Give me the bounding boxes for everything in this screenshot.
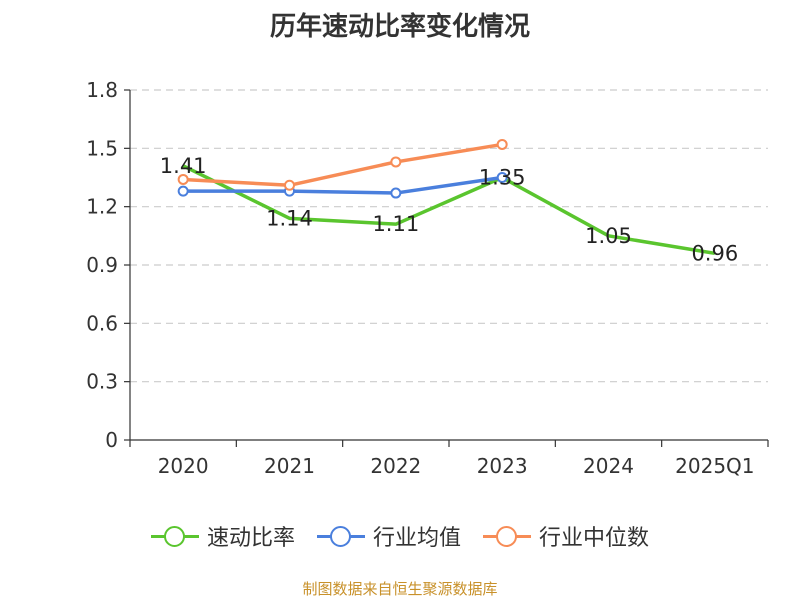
data-label: 0.96 xyxy=(691,241,738,265)
y-tick-label: 0 xyxy=(105,428,118,452)
x-tick-label: 2025Q1 xyxy=(675,454,754,478)
data-point-2 xyxy=(177,173,189,185)
legend-swatch-industry-median xyxy=(483,526,531,547)
x-tick-label: 2022 xyxy=(370,454,421,478)
series-line-1 xyxy=(183,175,503,195)
series-line-2 xyxy=(183,142,503,188)
y-tick-label: 1.8 xyxy=(86,78,118,102)
data-point-1 xyxy=(177,185,189,197)
legend-item-industry-median[interactable]: 行业中位数 xyxy=(483,520,649,552)
data-label: 1.41 xyxy=(160,154,207,178)
y-tick-label: 1.5 xyxy=(86,136,118,160)
legend-item-quick-ratio[interactable]: 速动比率 xyxy=(150,520,295,552)
legend-label-quick-ratio: 速动比率 xyxy=(206,526,295,551)
x-tick-label: 2021 xyxy=(264,454,315,478)
legend-label-industry-median: 行业中位数 xyxy=(539,526,650,551)
data-label: 1.05 xyxy=(585,224,632,248)
data-point-2 xyxy=(390,156,402,168)
y-tick-label: 0.9 xyxy=(86,253,118,277)
data-point-2 xyxy=(496,138,508,150)
x-tick-label: 2020 xyxy=(158,454,209,478)
data-point-2 xyxy=(284,179,295,191)
data-point-1 xyxy=(496,172,508,183)
legend-label-industry-mean: 行业均值 xyxy=(372,526,461,551)
series-line-0 xyxy=(182,164,716,256)
legend: 速动比率 行业均值 行业中位数 xyxy=(0,520,800,552)
data-point-1 xyxy=(390,187,402,199)
y-tick-label: 0.3 xyxy=(86,370,118,394)
legend-item-industry-mean[interactable]: 行业均值 xyxy=(316,520,461,552)
chart-title: 历年速动比率变化情况 xyxy=(269,12,530,42)
x-tick-label: 2024 xyxy=(583,454,634,478)
x-tick-label: 2023 xyxy=(477,454,528,478)
data-source-note: 制图数据来自恒生聚源数据库 xyxy=(302,580,498,598)
legend-swatch-quick-ratio xyxy=(150,526,199,547)
legend-swatch-industry-mean xyxy=(316,526,365,547)
data-label: 1.14 xyxy=(266,206,313,230)
y-tick-label: 1.2 xyxy=(86,195,118,219)
data-label: 1.35 xyxy=(479,166,526,190)
data-label: 1.11 xyxy=(372,212,419,236)
y-tick-label: 0.6 xyxy=(86,311,118,335)
